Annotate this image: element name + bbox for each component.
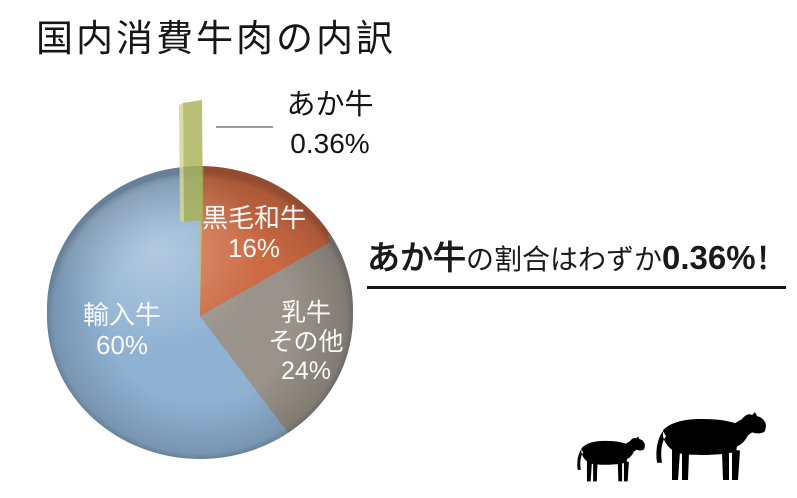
key-message-lead: あか牛 (367, 239, 466, 276)
akaushi-exploded-slice (183, 100, 203, 222)
kuroge-slice-label: 黒毛和牛 16% (202, 203, 306, 263)
kuroge-percent: 16% (227, 233, 281, 264)
key-message-middle: の割合はわずか (466, 244, 663, 275)
akaushi-callout-label: あか牛 0.36% (286, 86, 373, 163)
dairy-name-line2: その他 (268, 328, 344, 356)
imported-percent: 60% (95, 330, 149, 361)
key-message-suffix: ！ (755, 243, 786, 276)
key-message: あか牛の割合はわずか0.36%！ (367, 231, 786, 289)
imported-slice-label: 輸入牛 60% (83, 300, 161, 360)
cow-icon (656, 412, 766, 480)
pie-highlight-sheen (47, 173, 353, 459)
dairy-name-line1: 乳牛 (280, 299, 332, 327)
akaushi-callout-percent: 0.36% (290, 128, 370, 160)
page-title: 国内消費牛肉の内訳 (36, 19, 396, 60)
akaushi-exploded-slice-highlight (179, 103, 184, 222)
dairy-slice-label: 乳牛 その他 24% (268, 299, 343, 386)
pie-chart (46, 100, 353, 459)
dairy-percent: 24% (280, 357, 332, 385)
imported-name: 輸入牛 (82, 300, 162, 330)
akaushi-callout-name: あか牛 (286, 89, 374, 121)
key-message-highlight: 0.36% (662, 239, 756, 276)
kuroge-name: 黒毛和牛 (201, 203, 307, 233)
calf-icon (577, 436, 645, 482)
